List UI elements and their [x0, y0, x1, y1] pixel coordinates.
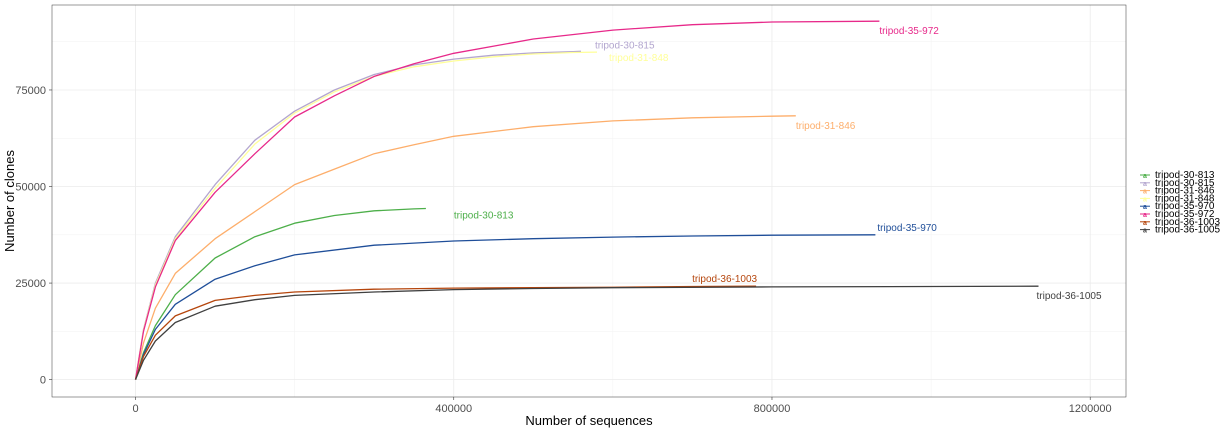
- series-line-tripod-31-848: [134, 51, 598, 380]
- series-end-label: tripod-30-815: [595, 40, 655, 51]
- legend-label: tripod-31-846: [1155, 186, 1215, 197]
- legend-label: tripod-31-848: [1155, 193, 1215, 204]
- series-end-label: tripod-36-1003: [692, 274, 757, 285]
- legend-item: a tripod-31-846: [1140, 186, 1215, 197]
- legend-item: a tripod-35-970: [1140, 201, 1215, 212]
- x-tick-label: 400000: [435, 403, 472, 415]
- x-axis: 0 400000 800000 1200000: [132, 397, 1112, 415]
- legend-key-glyph: a: [1143, 196, 1147, 203]
- series-line-tripod-30-815: [134, 50, 582, 380]
- plot-panel: [51, 4, 1127, 398]
- x-tick-label: 800000: [754, 403, 791, 415]
- legend-key-glyph: a: [1143, 204, 1147, 211]
- x-tick-label: 1200000: [1069, 403, 1112, 415]
- legend-key-glyph: a: [1143, 189, 1147, 196]
- series-layer: [134, 20, 1039, 380]
- series-end-label: tripod-36-1005: [1036, 291, 1101, 302]
- legend-item: a tripod-30-815: [1140, 178, 1215, 189]
- grid: [52, 5, 1126, 397]
- y-tick-label: 50000: [15, 182, 46, 194]
- series-line-tripod-30-813: [134, 207, 426, 380]
- legend-key-glyph: a: [1143, 173, 1147, 180]
- legend-label: tripod-36-1005: [1155, 225, 1220, 236]
- y-tick-label: 25000: [15, 278, 46, 290]
- series-line-tripod-36-1003: [134, 285, 757, 380]
- series-end-label: tripod-35-970: [877, 223, 937, 234]
- legend-key-glyph: a: [1143, 212, 1147, 219]
- legend-item: a tripod-35-972: [1140, 209, 1215, 220]
- y-tick-label: 0: [40, 375, 46, 387]
- legend-label: tripod-35-970: [1155, 201, 1215, 212]
- y-tick-label: 75000: [15, 85, 46, 97]
- series-line-tripod-35-970: [134, 234, 876, 380]
- series-line-tripod-31-846: [134, 115, 796, 380]
- legend-label: tripod-30-815: [1155, 178, 1215, 189]
- series-line-tripod-35-972: [134, 20, 880, 380]
- series-end-label: tripod-35-972: [879, 26, 939, 37]
- x-tick-label: 0: [132, 403, 138, 415]
- x-axis-title: Number of sequences: [525, 413, 653, 428]
- legend-item: a tripod-30-813: [1140, 170, 1215, 181]
- legend-item: a tripod-36-1003: [1140, 217, 1220, 228]
- legend-label: tripod-35-972: [1155, 209, 1215, 220]
- y-axis-title: Number of clones: [2, 150, 17, 252]
- series-line-tripod-36-1005: [134, 285, 1039, 380]
- legend-label: tripod-30-813: [1155, 170, 1215, 181]
- legend-key-glyph: a: [1143, 220, 1147, 227]
- legend-item: a tripod-31-848: [1140, 193, 1215, 204]
- series-end-label: tripod-30-813: [454, 211, 514, 222]
- series-end-label: tripod-31-848: [609, 53, 669, 64]
- legend-item: a tripod-36-1005: [1140, 225, 1220, 236]
- series-end-label: tripod-31-846: [796, 121, 856, 132]
- legend-key-glyph: a: [1143, 228, 1147, 235]
- legend-label: tripod-36-1003: [1155, 217, 1220, 228]
- series-end-labels: tripod-30-813 tripod-30-815 tripod-31-846 t…: [454, 26, 1102, 302]
- legend-key-glyph: a: [1143, 181, 1147, 188]
- y-axis: 0 25000 50000 75000: [15, 85, 52, 387]
- legend: a tripod-30-813 a tripod-30-815 a tripod-31-8…: [1140, 170, 1220, 236]
